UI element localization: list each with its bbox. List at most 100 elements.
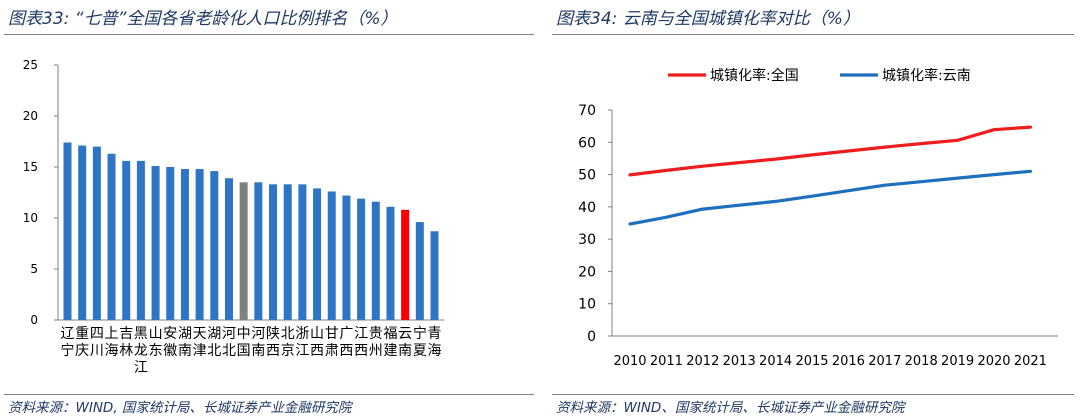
line-x-tick-label: 2010: [613, 354, 646, 369]
line-x-tick-label: 2021: [1014, 354, 1047, 369]
left-source-divider: [4, 394, 534, 395]
line-y-tick-label: 20: [578, 264, 596, 280]
left-source-note: 资料来源：WIND, 国家统计局、长城证券产业金融研究院: [8, 400, 352, 416]
bar-上海: [107, 153, 116, 320]
line-x-tick-label: 2020: [977, 354, 1010, 369]
bar-category-label: 京: [281, 343, 295, 359]
bar-category-label: 辽: [61, 326, 75, 342]
line-x-tick-label: 2015: [795, 354, 828, 369]
left-figure-title: 图表33: “七普”全国各省老龄化人口比例排名（%）: [8, 9, 398, 29]
bar-category-label: 国: [237, 343, 251, 359]
line-y-tick-label: 10: [578, 297, 596, 313]
bar-category-label: 海: [428, 343, 442, 359]
bar-广西: [342, 195, 351, 320]
line-x-tick-label: 2014: [759, 354, 792, 369]
bar-category-label: 西: [354, 343, 368, 359]
line-y-tick-label: 40: [578, 200, 596, 216]
bar-category-label: 湖: [207, 326, 221, 342]
bar-浙江: [298, 184, 307, 320]
bar-category-label: 陕: [266, 326, 280, 342]
right-figure-title: 图表34: 云南与全国城镇化率对比（%）: [556, 9, 860, 29]
line-x-tick-label: 2017: [868, 354, 901, 369]
bar-河北: [224, 178, 233, 320]
bar-category-label: 西: [266, 343, 280, 359]
bar-陕西: [269, 184, 278, 320]
line-y-tick-label: 50: [578, 168, 596, 184]
bar-category-label: 北: [281, 326, 295, 342]
bar-四川: [92, 146, 101, 320]
line-x-tick-label: 2016: [832, 354, 865, 369]
bar-category-label: 天: [193, 326, 207, 342]
line-x-tick-label: 2018: [905, 354, 938, 369]
bar-category-label: 夏: [413, 343, 427, 359]
bar-y-tick-label: 10: [23, 211, 38, 225]
line-y-tick-label: 30: [578, 232, 596, 248]
bar-天津: [195, 169, 204, 320]
bar-甘肃: [327, 191, 336, 320]
right-title-divider: [552, 34, 1074, 35]
bar-category-label: 北: [207, 343, 221, 359]
legend-label-national: 城镇化率:全国: [710, 67, 799, 84]
right-figure-panel: 图表34: 云南与全国城镇化率对比（%） 0 10 20 30 40 50 60 70 2010…: [548, 0, 1080, 420]
bar-category-label: 建: [383, 343, 397, 359]
line-y-tick-label: 70: [578, 103, 596, 119]
line-x-tick-label: 2011: [650, 354, 683, 369]
bar-湖北: [210, 171, 219, 320]
bar-category-label: 黑: [134, 326, 148, 342]
right-source-note: 资料来源：WIND、国家统计局、长城证券产业金融研究院: [556, 400, 905, 416]
bar-category-label: 青: [428, 326, 442, 342]
bar-category-label: 南: [251, 343, 265, 359]
bar-category-label: 河: [222, 326, 236, 342]
bar-福建: [386, 206, 395, 320]
bar-category-label: 北: [222, 343, 236, 359]
left-figure-panel: 图表33: “七普”全国各省老龄化人口比例排名（%） 0 5 10 15 20 25 辽宁重…: [4, 9, 534, 416]
bar-贵州: [371, 201, 380, 320]
bar-青海: [430, 231, 439, 320]
bar-y-tick-label: 5: [30, 262, 38, 276]
bar-category-label: 浙: [295, 326, 309, 342]
line-x-tick-label: 2019: [941, 354, 974, 369]
bar-category-label: 贵: [369, 326, 383, 342]
bar-category-label: 肃: [325, 343, 339, 359]
bar-category-label: 重: [75, 326, 89, 342]
bar-云南: [401, 209, 410, 320]
left-title-divider: [4, 34, 534, 35]
bar-category-label: 江: [295, 343, 309, 359]
bar-category-label: 宁: [413, 325, 427, 342]
bar-中国: [239, 182, 248, 320]
bar-黑龙江: [136, 160, 145, 320]
bar-category-label: 西: [310, 343, 324, 359]
bar-category-label: 南: [398, 343, 412, 359]
bar-河南: [254, 182, 263, 320]
bar-吉林: [122, 160, 131, 320]
bar-辽宁: [63, 142, 72, 320]
series-line-yunnan: [628, 169, 1032, 226]
bar-category-label: 龙: [134, 343, 148, 359]
bar-category-label: 四: [90, 326, 104, 342]
line-y-tick-label: 0: [587, 329, 596, 345]
bar-宁夏: [415, 222, 424, 320]
bar-category-label: 西: [339, 343, 353, 359]
bar-category-label: 吉: [119, 326, 133, 342]
bar-y-tick-label: 25: [23, 58, 38, 72]
bar-重庆: [78, 145, 87, 320]
bar-category-label: 宁: [61, 342, 75, 359]
bar-category-label: 江: [134, 360, 148, 376]
bar-category-label: 庆: [75, 343, 89, 359]
bar-category-label: 中: [237, 326, 251, 342]
bar-category-label: 上: [105, 326, 119, 342]
bar-category-label: 江: [354, 326, 368, 342]
bar-category-label: 海: [105, 343, 119, 359]
bar-category-label: 福: [383, 326, 397, 342]
bar-category-label: 南: [178, 343, 192, 359]
bar-category-label: 东: [149, 343, 163, 359]
legend-label-yunnan: 城镇化率:云南: [882, 67, 971, 84]
bar-y-tick-label: 15: [23, 160, 38, 174]
bar-category-label: 山: [149, 326, 163, 342]
line-y-tick-label: 60: [578, 135, 596, 151]
right-source-divider: [552, 394, 1074, 395]
bar-category-label: 川: [90, 343, 104, 359]
urbanization-line-chart: 0 10 20 30 40 50 60 70 2010 2011 2012 2013 2014 2015 2…: [578, 67, 1058, 369]
bar-category-label: 津: [193, 343, 207, 359]
bar-category-label: 云: [398, 326, 412, 342]
